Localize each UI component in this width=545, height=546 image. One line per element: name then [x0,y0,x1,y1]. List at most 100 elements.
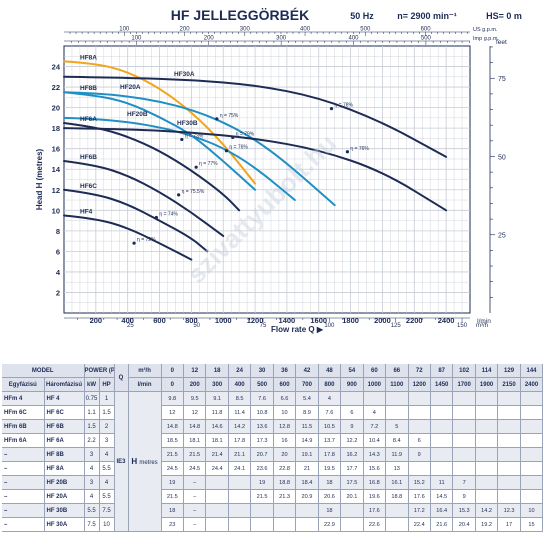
head-value-cell: 15.2 [408,475,431,490]
imp-gpm-tick-label: 500 [421,36,432,42]
kw-cell: 3 [84,447,100,462]
head-value-cell: 12.8 [273,419,297,434]
feet-tick-label: 75 [498,76,506,83]
head-value-cell [497,405,521,420]
head-value-cell: 12 [161,405,184,420]
lmin-value-cell: 1000 [363,377,387,392]
us-gpm-tick-label: 400 [300,27,311,33]
head-value-cell: 17.6 [408,489,431,504]
head-value-cell [295,517,319,532]
head-value-cell: 7 [452,475,476,490]
head-value-cell [430,405,454,420]
curve-label: HF8A [80,54,97,61]
m3h-value-cell: 0 [161,364,184,378]
table-row: HFm 6A HF 6A 2.2 3 18.5 18.1 18.1 17.8 17.3 16 14.… [2,433,544,448]
us-gpm-tick-label: 300 [240,27,251,33]
head-value-cell: 15.3 [452,503,476,518]
head-value-cell: 16.1 [385,475,409,490]
lmin-value-cell: 2150 [497,377,521,392]
feet-tick-label: 25 [498,233,506,240]
kw-cell: 2.2 [84,433,100,448]
head-value-cell: 22.4 [408,517,431,532]
single-phase-model-cell: – [2,489,45,504]
head-value-cell: 21.5 [250,489,274,504]
x-tick-label: 1800 [342,316,359,325]
head-value-cell: 18.1 [205,433,229,448]
speed-label: n= 2900 min⁻¹ [397,11,457,21]
x-tick-label: 200 [90,316,103,325]
head-value-cell [452,447,476,462]
curve-hf8b [63,91,257,191]
single-phase-model-cell: – [2,475,45,490]
m3h-value-cell: 30 [250,364,274,378]
head-value-cell: 9.1 [205,391,229,406]
head-value-cell: 23.6 [250,461,274,476]
head-value-cell: 11 [430,475,454,490]
q-header: Q [114,364,129,392]
head-value-cell: 10.4 [363,433,387,448]
efficiency-label: η = 72% [137,237,156,243]
x-tick-label: 400 [121,316,134,325]
head-value-cell [452,433,476,448]
efficiency-label: η = 76% [350,146,369,152]
m3h-value-cell: 72 [408,364,431,378]
head-value-cell: 11.4 [228,405,252,420]
head-value-cell: 23 [161,517,184,532]
head-value-cell: 10 [273,405,297,420]
curve-label: HF20B [127,111,148,118]
head-value-cell: 13 [385,461,409,476]
head-value-cell [385,517,409,532]
head-value-cell: 10.5 [318,419,342,434]
head-value-cell [250,503,274,518]
imp-gpm-tick-label: 200 [204,36,215,42]
head-value-cell: 21.5 [183,447,207,462]
imp-gpm-unit-label: Imp g.p.m. [473,36,499,42]
three-phase-model-cell: HF 30A [44,517,85,532]
table-header-row-2: Egyfázisú Háromfázisú kW HP l/min 0 200 30… [2,377,544,392]
y-tick-label: 10 [52,206,60,215]
head-value-cell: 18.8 [273,475,297,490]
lmin-value-cell: 800 [318,377,342,392]
head-value-cell: 5 [385,419,409,434]
head-value-cell [205,489,229,504]
m3h-value-cell: 54 [340,364,364,378]
kw-cell: 0.75 [84,391,100,406]
head-value-cell [205,503,229,518]
three-phase-header: Háromfázisú [44,377,85,392]
hp-cell: 5.5 [99,489,115,504]
head-value-cell [520,419,544,434]
head-value-cell [475,419,499,434]
m3h-tick-label: 25 [127,323,134,329]
head-value-cell [497,489,521,504]
head-value-cell: 20.4 [452,517,476,532]
head-value-cell: 15.6 [363,461,387,476]
head-value-cell: 20.7 [250,447,274,462]
efficiency-label: η = 76% [229,145,248,151]
efficiency-markers: η = 78% η = 76% η = 75% η = 79% η = 76% η = 7… [132,103,369,245]
single-phase-model-cell: – [2,503,45,518]
head-value-cell [385,405,409,420]
lmin-value-cell: 600 [273,377,297,392]
head-value-cell: 18 [161,503,184,518]
imp-gpm-tick-label: 100 [131,36,142,42]
efficiency-label: η = 75% [220,113,239,119]
kw-header: kW [84,377,100,392]
three-phase-model-cell: HF 6A [44,433,85,448]
head-value-cell [228,517,252,532]
x-tick-label: 800 [185,316,198,325]
efficiency-dot [180,137,184,142]
curve-hf6b [63,160,225,237]
head-value-cell [205,517,229,532]
kw-cell: 4 [84,489,100,504]
curve-label: HF4 [80,208,93,215]
x-tick-label: 2200 [406,316,423,325]
head-value-cell: 15 [520,517,544,532]
head-value-cell: 14.8 [183,419,207,434]
head-value-cell [475,475,499,490]
curve-label: HF6A [80,116,97,123]
lmin-value-cell: 0 [161,377,184,392]
efficiency-dot [177,193,181,197]
head-value-cell: 22.8 [273,461,297,476]
head-value-cell: 17 [497,517,521,532]
imp-gpm-tick-label: 400 [349,36,360,42]
